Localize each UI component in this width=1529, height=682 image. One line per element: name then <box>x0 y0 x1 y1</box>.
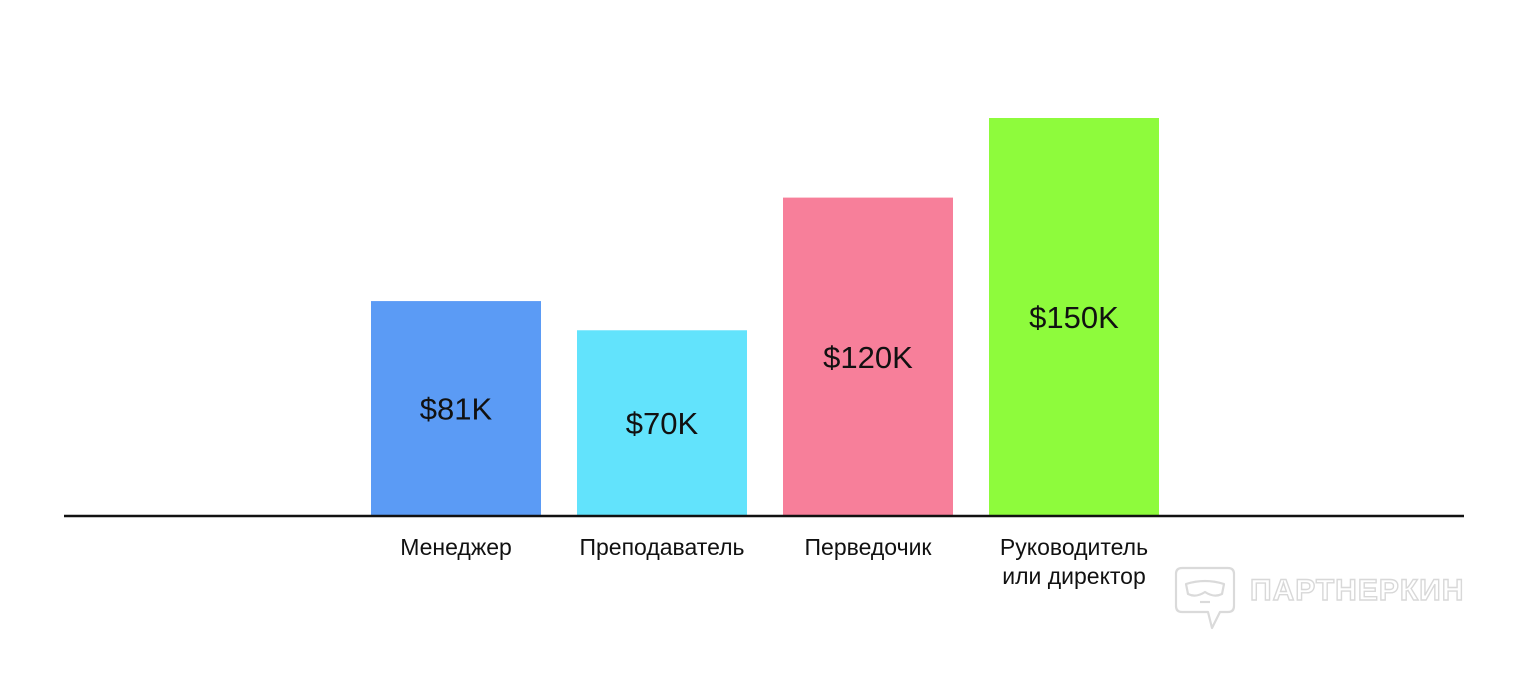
category-label-line: Менеджер <box>400 534 512 560</box>
category-label-line: Руководитель <box>1000 534 1148 560</box>
bar-value-labels: $81K $70K $120K $150K <box>420 300 1119 441</box>
category-label: Преподаватель <box>579 534 744 560</box>
bar-value-label: $150K <box>1029 300 1119 335</box>
category-labels: Менеджер Преподаватель Перведочик Руководит… <box>400 534 1148 589</box>
watermark: ПАРТНЕРКИН <box>1174 566 1464 630</box>
category-label: Менеджер <box>400 534 512 560</box>
category-label-line: или директор <box>1002 563 1146 589</box>
bar <box>577 330 747 516</box>
bar <box>989 118 1159 516</box>
bar <box>783 197 953 516</box>
category-label: Перведочик <box>805 534 933 560</box>
bar <box>371 301 541 516</box>
category-label-line: Перведочик <box>805 534 933 560</box>
watermark-text: ПАРТНЕРКИН <box>1250 574 1464 607</box>
bar-value-label: $70K <box>626 406 699 441</box>
bar-value-label: $81K <box>420 392 493 427</box>
category-label-line: Преподаватель <box>579 534 744 560</box>
bars-layer <box>371 118 1159 516</box>
category-label: Руководитель или директор <box>1000 534 1148 589</box>
chat-bubble-mask-icon <box>1174 566 1236 630</box>
bar-value-label: $120K <box>823 340 913 375</box>
